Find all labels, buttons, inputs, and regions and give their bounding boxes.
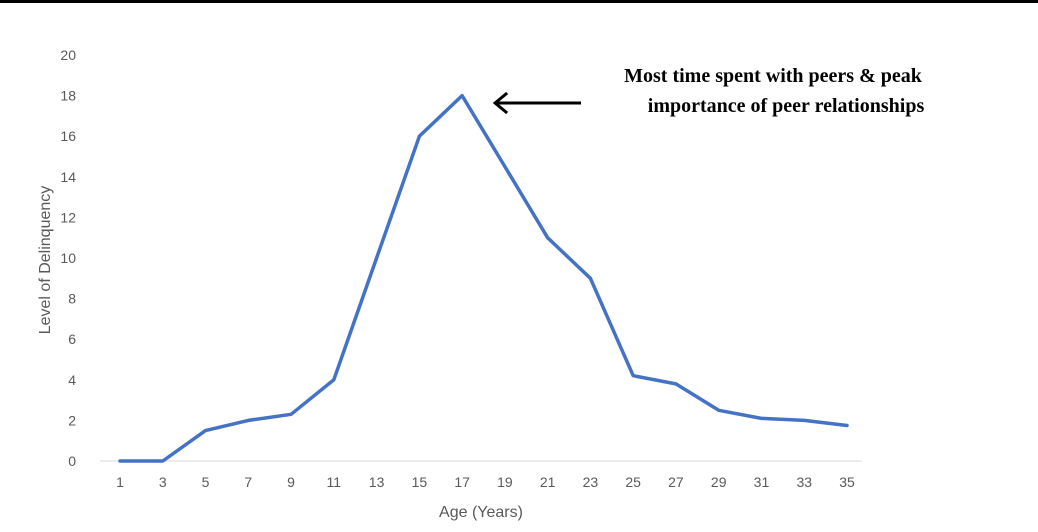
x-tick-label: 5 xyxy=(202,474,210,490)
data-point xyxy=(589,277,592,280)
x-tick-label: 31 xyxy=(754,474,770,490)
y-tick-label: 6 xyxy=(68,331,76,347)
data-point xyxy=(631,374,635,377)
x-tick-label: 27 xyxy=(668,474,684,490)
y-tick-labels: 0 2 4 6 8 10 12 14 16 18 20 xyxy=(60,47,76,469)
data-point xyxy=(161,459,164,463)
x-tick-label: 13 xyxy=(369,474,385,490)
data-point xyxy=(375,256,378,260)
x-tick-label: 25 xyxy=(625,474,641,490)
x-tick-label: 1 xyxy=(116,474,124,490)
data-point xyxy=(845,424,849,427)
data-point xyxy=(289,413,293,416)
data-point xyxy=(674,382,678,386)
y-axis-title: Level of Delinquency xyxy=(37,186,54,335)
data-point xyxy=(118,459,122,463)
x-tick-label: 23 xyxy=(583,474,599,490)
x-axis-title: Age (Years) xyxy=(439,504,523,521)
data-point xyxy=(418,135,421,138)
data-point xyxy=(760,417,763,420)
y-tick-label: 20 xyxy=(60,47,76,63)
x-tick-label: 15 xyxy=(412,474,428,490)
x-tick-label: 35 xyxy=(839,474,855,490)
x-tick-label: 11 xyxy=(327,474,342,490)
y-tick-label: 18 xyxy=(60,88,76,104)
y-tick-label: 8 xyxy=(68,291,76,307)
x-tick-label: 9 xyxy=(287,474,295,490)
x-tick-label: 19 xyxy=(497,474,513,490)
x-tick-label: 33 xyxy=(796,474,812,490)
x-tick-label: 7 xyxy=(244,474,252,490)
data-point xyxy=(332,378,336,381)
y-tick-label: 2 xyxy=(68,412,76,428)
annotation: Most time spent with peers & peak import… xyxy=(492,65,925,117)
annotation-line-1: Most time spent with peers & peak xyxy=(624,65,923,87)
y-tick-label: 0 xyxy=(68,453,76,469)
y-tick-label: 14 xyxy=(60,169,76,185)
annotation-line-2: importance of peer relationships xyxy=(648,95,925,117)
x-tick-label: 3 xyxy=(159,474,167,490)
top-rule xyxy=(0,0,1038,3)
series-line xyxy=(118,93,849,463)
x-tick-label: 17 xyxy=(454,474,470,490)
x-tick-label: 29 xyxy=(711,474,727,490)
annotation-arrow-head xyxy=(492,91,509,115)
data-point xyxy=(247,419,250,422)
y-tick-label: 16 xyxy=(60,128,76,144)
data-point xyxy=(717,409,720,412)
data-point xyxy=(803,419,806,422)
y-tick-label: 10 xyxy=(60,250,76,266)
series-layer xyxy=(118,93,849,463)
data-point xyxy=(546,236,549,239)
x-tick-labels: 1 3 5 7 9 11 13 15 17 19 21 23 25 27 29 31 33 35 xyxy=(116,474,855,490)
data-point xyxy=(460,94,464,97)
y-tick-label: 4 xyxy=(68,372,76,388)
data-point xyxy=(503,165,507,168)
x-tick-label: 21 xyxy=(540,474,556,490)
y-tick-label: 12 xyxy=(60,209,76,225)
data-point xyxy=(204,429,207,432)
